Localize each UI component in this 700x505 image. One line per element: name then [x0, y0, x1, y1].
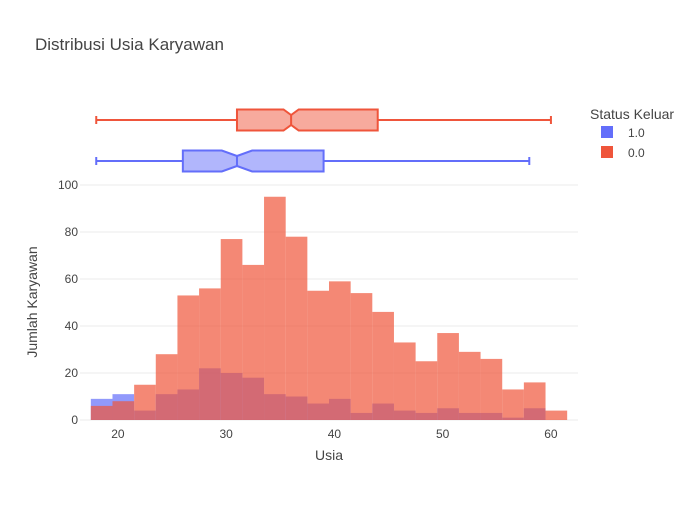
y-tick-label: 0	[71, 413, 78, 427]
histogram-bar[interactable]	[264, 196, 286, 420]
histogram-bar[interactable]	[480, 358, 503, 420]
x-tick-label: 40	[328, 427, 342, 441]
histogram-bar[interactable]	[112, 401, 135, 420]
x-tick-label: 30	[219, 427, 233, 441]
histogram-bar[interactable]	[393, 342, 416, 420]
y-axis-title: Jumlah Karyawan	[24, 246, 40, 357]
y-tick-label: 40	[65, 319, 79, 333]
x-tick-label: 50	[436, 427, 450, 441]
histogram-bar[interactable]	[545, 410, 568, 420]
x-tick-label: 20	[111, 427, 125, 441]
histogram-bar[interactable]	[350, 293, 373, 420]
box-plot-1-0[interactable]	[95, 149, 531, 173]
histogram-bar[interactable]	[415, 361, 438, 420]
box-body	[235, 108, 379, 132]
histogram-series-0-0	[90, 196, 568, 420]
legend-item-1-0[interactable]: 1.0	[601, 126, 645, 140]
legend-swatch	[601, 126, 613, 138]
box-body	[181, 149, 325, 173]
histogram-bar[interactable]	[458, 351, 481, 420]
histogram-bar[interactable]	[372, 311, 394, 420]
legend-title: Status Keluar	[590, 106, 674, 122]
x-axis-title: Usia	[315, 447, 343, 463]
histogram-bar[interactable]	[242, 264, 265, 420]
histogram-bar[interactable]	[329, 281, 351, 420]
legend-label: 0.0	[628, 146, 645, 160]
histogram-bar[interactable]	[177, 295, 200, 420]
y-tick-label: 20	[65, 366, 79, 380]
histogram-bar[interactable]	[502, 389, 524, 420]
box-layer	[95, 108, 552, 173]
histogram-bar[interactable]	[155, 354, 178, 420]
histogram-bar[interactable]	[523, 382, 546, 420]
y-tick-label: 60	[65, 272, 79, 286]
histogram-bar[interactable]	[307, 290, 329, 420]
histogram-bar[interactable]	[90, 405, 113, 420]
y-tick-label: 80	[65, 225, 79, 239]
x-tick-label: 60	[544, 427, 558, 441]
histogram-bar[interactable]	[285, 236, 308, 420]
chart-title: Distribusi Usia Karyawan	[35, 35, 224, 54]
axis-layer: 0 20 40 60 80 100 20 30 40 50 60	[58, 178, 558, 441]
legend-swatch	[601, 146, 613, 158]
legend-items: 1.00.0	[601, 126, 645, 160]
legend-item-0-0[interactable]: 0.0	[601, 146, 645, 160]
histogram-bar[interactable]	[199, 288, 221, 420]
y-tick-label: 100	[58, 178, 78, 192]
bars-layer	[90, 196, 568, 420]
legend-label: 1.0	[628, 126, 645, 140]
histogram-bar[interactable]	[134, 384, 156, 420]
legend: Status Keluar 1.00.0	[590, 106, 674, 160]
histogram-bar[interactable]	[437, 333, 459, 420]
histogram-bar[interactable]	[220, 239, 243, 420]
box-plot-0-0[interactable]	[95, 108, 552, 132]
